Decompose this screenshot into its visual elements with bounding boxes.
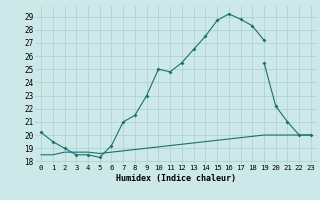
X-axis label: Humidex (Indice chaleur): Humidex (Indice chaleur): [116, 174, 236, 183]
